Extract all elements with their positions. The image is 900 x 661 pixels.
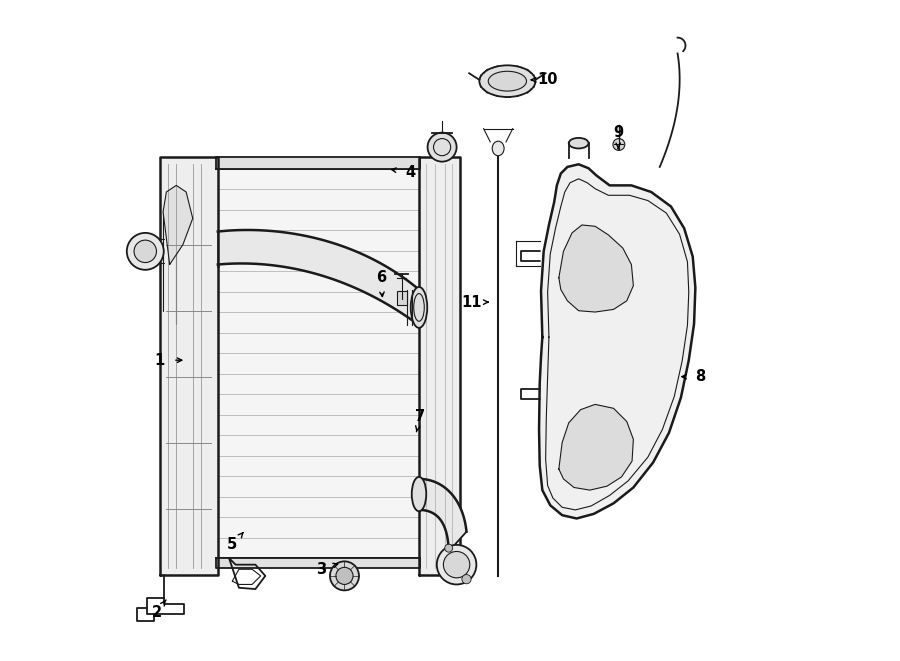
Text: 2: 2 [151, 605, 161, 620]
Polygon shape [559, 225, 634, 312]
Text: 10: 10 [537, 72, 558, 87]
Text: 5: 5 [227, 537, 238, 553]
Text: 4: 4 [405, 165, 416, 180]
Text: 6: 6 [375, 270, 386, 286]
Polygon shape [160, 157, 218, 574]
Circle shape [330, 561, 359, 590]
Circle shape [134, 240, 157, 262]
Ellipse shape [569, 138, 589, 149]
Circle shape [336, 567, 353, 584]
Text: 11: 11 [462, 295, 482, 309]
Text: 7: 7 [415, 408, 426, 424]
Ellipse shape [613, 139, 625, 151]
Text: 1: 1 [155, 353, 165, 368]
Polygon shape [216, 558, 420, 568]
Polygon shape [539, 165, 696, 518]
Ellipse shape [480, 65, 536, 97]
Circle shape [462, 574, 471, 584]
Ellipse shape [411, 477, 427, 511]
Text: 8: 8 [696, 369, 706, 384]
Bar [397, 291, 407, 305]
Text: 3: 3 [316, 562, 327, 577]
Polygon shape [559, 405, 634, 490]
Polygon shape [216, 157, 420, 169]
Circle shape [127, 233, 164, 270]
Circle shape [444, 551, 470, 578]
Polygon shape [218, 230, 419, 325]
Circle shape [436, 545, 476, 584]
Polygon shape [419, 157, 460, 574]
Ellipse shape [492, 141, 504, 156]
Polygon shape [216, 169, 420, 558]
Ellipse shape [410, 287, 428, 328]
Circle shape [428, 133, 456, 162]
Circle shape [445, 544, 453, 552]
Ellipse shape [489, 71, 526, 91]
Text: 9: 9 [613, 125, 624, 140]
Polygon shape [419, 479, 466, 551]
Polygon shape [163, 185, 193, 264]
